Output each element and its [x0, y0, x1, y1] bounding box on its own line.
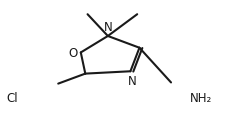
Text: Cl: Cl	[6, 92, 18, 105]
Text: N: N	[104, 21, 113, 34]
Text: NH₂: NH₂	[190, 92, 212, 105]
Text: O: O	[68, 47, 77, 60]
Text: N: N	[128, 75, 137, 88]
